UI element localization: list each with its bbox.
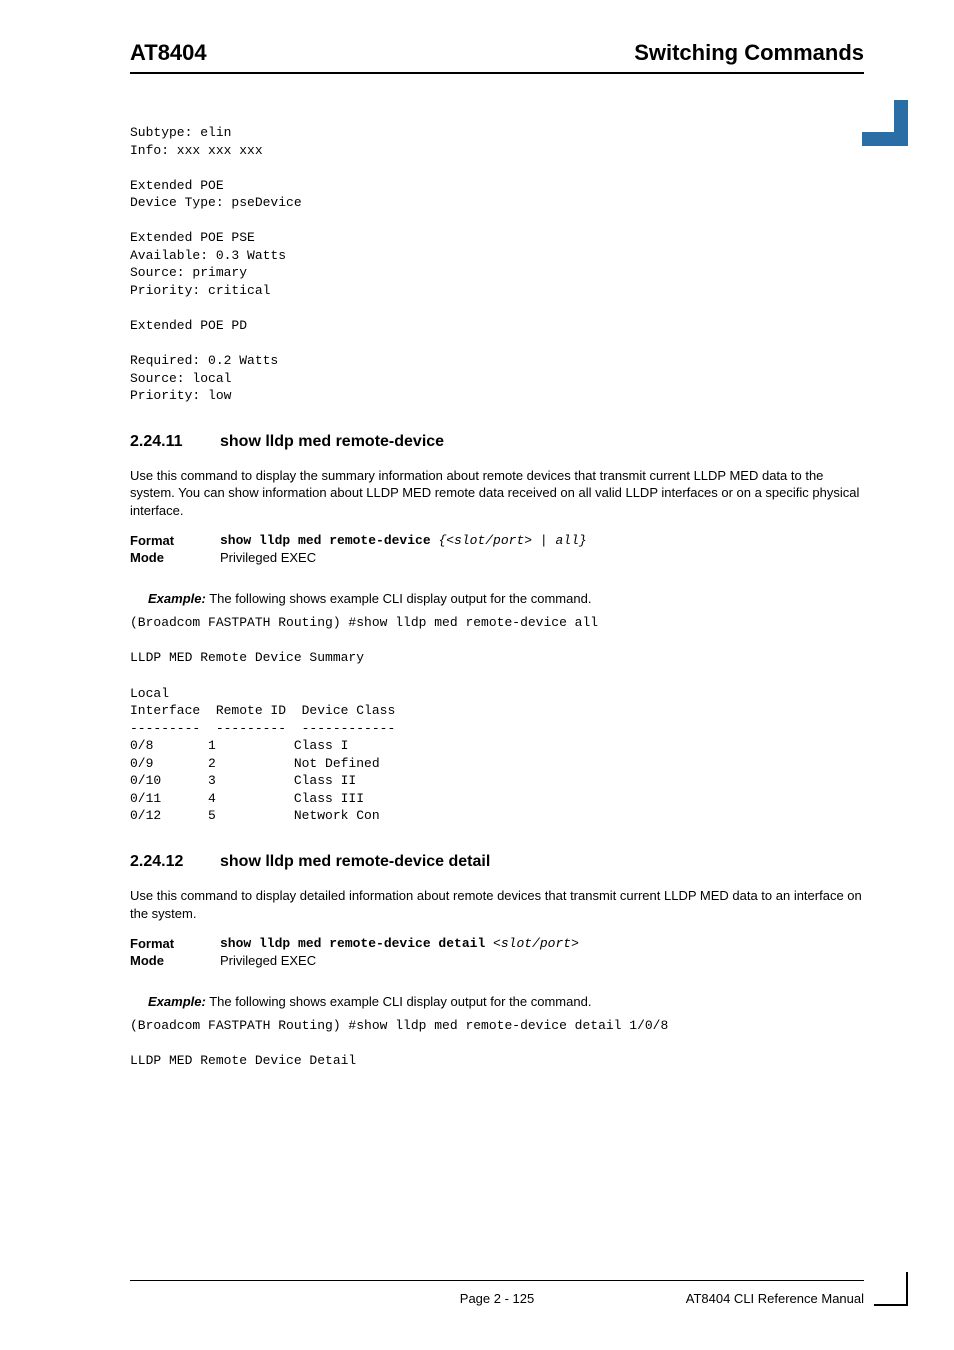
top-code-block: Subtype: elin Info: xxx xxx xxx Extended… [130, 124, 864, 405]
page-container: AT8404 Switching Commands Subtype: elin … [0, 0, 954, 1350]
example-block-2: (Broadcom FASTPATH Routing) #show lldp m… [130, 1017, 864, 1070]
page-header: AT8404 Switching Commands [130, 40, 864, 74]
section-1-mode-row: Mode Privileged EXEC [130, 550, 864, 565]
header-right: Switching Commands [634, 40, 864, 66]
section-num-1: 2.24.11 [130, 433, 220, 451]
footer-page-number: Page 2 - 125 [460, 1291, 534, 1306]
footer-manual-title: AT8404 CLI Reference Manual [686, 1291, 864, 1306]
mode-value-2: Privileged EXEC [220, 953, 316, 968]
example-line-2: Example: The following shows example CLI… [148, 994, 864, 1009]
corner-crop-icon [874, 1272, 908, 1306]
corner-badge-icon [862, 100, 908, 146]
mode-value-1: Privileged EXEC [220, 550, 316, 565]
format-cmd-bold-2: show lldp med remote-device detail [220, 936, 485, 951]
example-line-1: Example: The following shows example CLI… [148, 591, 864, 606]
body-content: Subtype: elin Info: xxx xxx xxx Extended… [130, 124, 864, 1070]
example-label-2: Example: [148, 994, 206, 1009]
example-block-1: (Broadcom FASTPATH Routing) #show lldp m… [130, 614, 864, 825]
section-2-mode-row: Mode Privileged EXEC [130, 953, 864, 968]
example-text-2: The following shows example CLI display … [206, 994, 592, 1009]
section-1-para: Use this command to display the summary … [130, 467, 864, 520]
section-2-para: Use this command to display detailed inf… [130, 887, 864, 922]
example-text-1: The following shows example CLI display … [206, 591, 592, 606]
section-heading-2: 2.24.12 show lldp med remote-device deta… [130, 853, 864, 871]
section-title-2: show lldp med remote-device detail [220, 853, 490, 871]
section-num-2: 2.24.12 [130, 853, 220, 871]
format-cmd-italic-2: <slot/port> [485, 936, 579, 951]
header-left: AT8404 [130, 40, 207, 66]
section-2-format-row: Format show lldp med remote-device detai… [130, 936, 864, 951]
section-heading-1: 2.24.11 show lldp med remote-device [130, 433, 864, 451]
format-value-2: show lldp med remote-device detail <slot… [220, 936, 579, 951]
format-label-2: Format [130, 936, 220, 951]
section-1-format-row: Format show lldp med remote-device {<slo… [130, 533, 864, 548]
format-cmd-bold-1: show lldp med remote-device [220, 533, 431, 548]
format-cmd-italic-1: {<slot/port> | all} [431, 533, 587, 548]
example-label-1: Example: [148, 591, 206, 606]
page-footer: Page 2 - 125 AT8404 CLI Reference Manual [130, 1280, 864, 1306]
mode-label-1: Mode [130, 550, 220, 565]
format-value-1: show lldp med remote-device {<slot/port>… [220, 533, 587, 548]
mode-label-2: Mode [130, 953, 220, 968]
section-title-1: show lldp med remote-device [220, 433, 444, 451]
format-label-1: Format [130, 533, 220, 548]
